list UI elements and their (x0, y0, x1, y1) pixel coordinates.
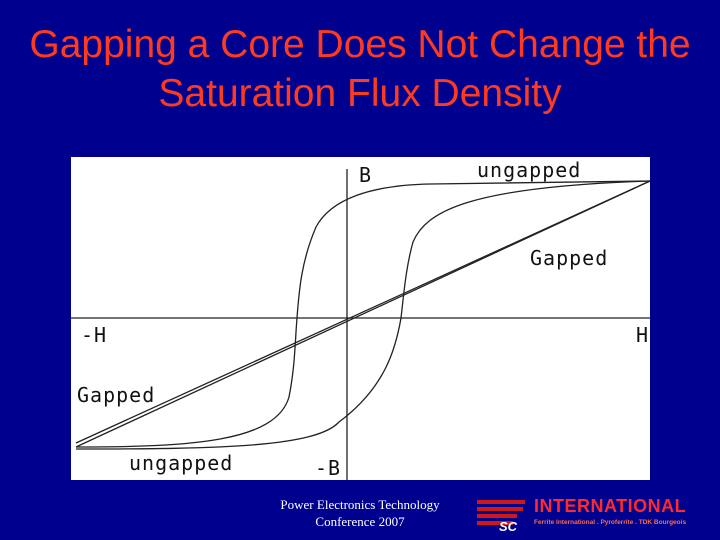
logo-subtitle: Ferrite International . Pyroferrite . TD… (534, 519, 687, 526)
footer-line-1: Power Electronics Technology (280, 497, 440, 512)
logo-mark-icon: SC (477, 500, 525, 532)
b-axis-label-negative: -B (315, 456, 342, 480)
ungapped-curve-left (75, 180, 650, 448)
slide-title: Gapping a Core Does Not Change the Satur… (29, 23, 691, 115)
ungapped-label-bottom: ungapped (129, 451, 234, 475)
gapped-curve-lower (75, 180, 650, 448)
ungapped-label-top: ungapped (477, 158, 582, 182)
footer-text: Power Electronics Technology Conference … (250, 496, 470, 530)
company-logo: SC INTERNATIONAL Ferrite International .… (475, 495, 715, 535)
h-axis-label-negative: -H (81, 323, 108, 347)
gapped-label-right: Gapped (530, 246, 609, 270)
logo-mark-text: SC (499, 519, 518, 532)
logo-name: INTERNATIONAL (534, 496, 687, 516)
h-axis-label-positive: H (636, 323, 650, 347)
b-axis-label-positive: B (359, 163, 373, 187)
footer-line-2: Conference 2007 (315, 514, 405, 529)
ungapped-curve-right (75, 180, 650, 450)
bh-curve-graphic (71, 169, 650, 480)
bh-diagram: B ungapped Gapped -H H Gapped ungapped -… (71, 157, 650, 480)
gapped-label-left: Gapped (77, 383, 156, 407)
